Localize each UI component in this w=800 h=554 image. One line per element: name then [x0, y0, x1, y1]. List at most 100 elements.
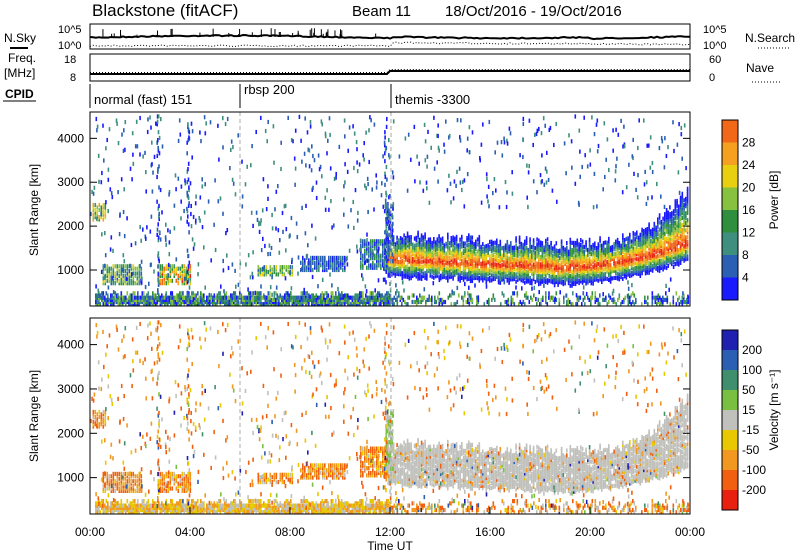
power-cell	[275, 297, 277, 302]
power-cell	[517, 246, 519, 251]
mode-label-normal: normal (fast) 151	[94, 92, 192, 107]
power-cell	[508, 273, 510, 278]
power-cell	[467, 297, 469, 302]
power-cell	[122, 278, 125, 283]
power-cell	[332, 297, 334, 302]
power-cell	[660, 248, 663, 254]
power-cell	[590, 276, 593, 281]
power-cell	[356, 302, 358, 307]
power-cell	[672, 235, 675, 240]
power-cell	[594, 295, 597, 300]
power-cell	[468, 302, 471, 307]
power-cell	[376, 256, 378, 261]
power-cell	[543, 259, 545, 265]
power-cell	[541, 243, 544, 248]
power-cell	[683, 215, 685, 220]
power-cell	[284, 293, 286, 298]
power-cell	[623, 245, 626, 250]
power-cell	[222, 116, 224, 121]
nsky-panel: N.Sky 10^5 10^0 10^5 10^0 N.Search	[4, 23, 795, 52]
power-cell	[531, 297, 534, 302]
power-cell	[585, 281, 587, 286]
power-cell	[144, 284, 147, 290]
power-cell	[179, 295, 181, 300]
power-cell	[234, 295, 237, 300]
power-cell	[411, 293, 414, 298]
power-cell	[550, 274, 552, 279]
power-cell	[340, 263, 342, 268]
power-cell	[299, 297, 301, 302]
power-cell	[95, 302, 97, 307]
power-cell	[512, 291, 514, 296]
power-cell	[501, 153, 504, 158]
power-cell	[195, 194, 197, 199]
power-cell	[681, 211, 684, 216]
power-cell	[616, 257, 619, 262]
power-cell	[322, 255, 324, 260]
power-cell	[671, 249, 673, 254]
power-cell	[176, 302, 178, 307]
power-cell	[420, 269, 423, 274]
power-cell	[396, 295, 399, 300]
power-cell	[413, 270, 416, 275]
power-cell	[234, 302, 237, 307]
power-cell	[632, 291, 634, 296]
power-cell	[437, 145, 440, 150]
power-cell	[671, 247, 673, 252]
power-cell	[643, 267, 645, 272]
power-cell	[550, 245, 552, 250]
power-cell	[574, 265, 577, 270]
power-cell	[285, 297, 288, 302]
power-cell	[548, 259, 551, 264]
power-cell	[659, 295, 661, 300]
power-cell	[333, 302, 336, 307]
power-cell	[649, 135, 652, 140]
power-cell	[518, 259, 521, 264]
power-cell	[627, 250, 629, 255]
power-cell	[644, 242, 647, 247]
power-cell	[399, 272, 402, 277]
power-cell	[230, 295, 232, 300]
power-cell	[569, 259, 572, 264]
power-cell	[452, 262, 454, 267]
power-cell	[340, 255, 342, 260]
power-cell	[482, 242, 484, 247]
power-cell	[566, 245, 568, 251]
power-cell	[469, 242, 472, 247]
power-cell	[315, 180, 318, 185]
power-cell	[108, 266, 111, 271]
power-cell	[391, 252, 394, 257]
power-cell	[487, 277, 489, 282]
power-cell	[552, 268, 554, 273]
power-cell	[625, 251, 628, 256]
power-cell	[590, 297, 592, 302]
power-cell	[403, 240, 405, 245]
power-cell	[475, 256, 477, 261]
power-cell	[336, 263, 338, 268]
power-cell	[613, 297, 615, 302]
power-cell	[153, 269, 155, 274]
power-cell	[644, 239, 647, 245]
power-cell	[257, 272, 260, 277]
power-cell	[525, 240, 528, 246]
power-cell	[394, 271, 397, 276]
power-cell	[436, 247, 439, 252]
power-cell	[104, 210, 107, 215]
power-cell	[110, 278, 113, 283]
power-cell	[664, 245, 666, 251]
power-cell	[543, 276, 545, 281]
power-cell	[423, 295, 426, 300]
power-cell	[436, 242, 439, 247]
power-cell	[664, 212, 666, 217]
power-cell	[153, 293, 156, 298]
power-cell	[480, 276, 482, 281]
power-cell	[197, 297, 199, 302]
power-cell	[686, 201, 689, 206]
power-cell	[185, 276, 188, 281]
power-cell	[613, 266, 615, 271]
power-cell	[389, 235, 392, 240]
power-cell	[225, 297, 228, 302]
power-cell	[576, 238, 579, 243]
power-cell	[639, 273, 642, 278]
power-cell	[647, 295, 649, 300]
